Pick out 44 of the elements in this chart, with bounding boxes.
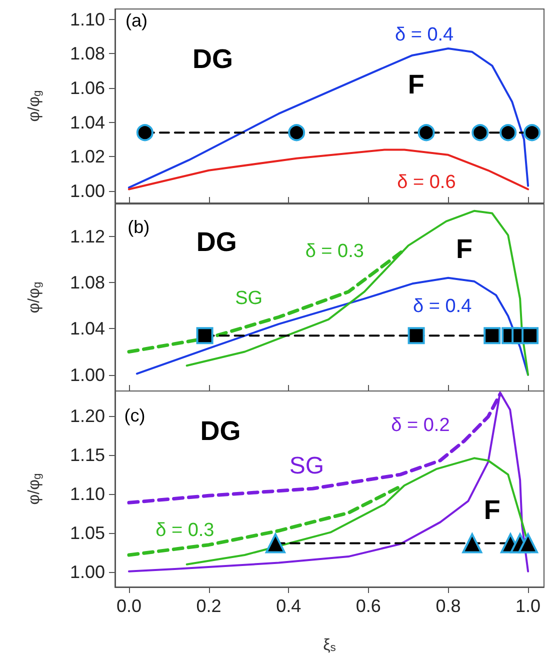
annotation: (a) [125, 10, 148, 31]
annotation: F [456, 234, 472, 264]
y-tick-label: 1.04 [70, 112, 105, 132]
annotation: DG [200, 416, 241, 446]
annotation: δ = 0.3 [156, 520, 214, 542]
y-tick-label: 1.08 [70, 44, 105, 64]
annotation: δ = 0.3 [305, 240, 364, 262]
line-series [136, 276, 530, 376]
x-tick-label: 1.0 [516, 596, 541, 616]
annotation: DG [192, 44, 234, 74]
annotation: δ = 0.2 [391, 414, 450, 436]
y-tick-label: 1.20 [70, 406, 105, 426]
line-series [128, 148, 530, 190]
annotation: (c) [124, 405, 146, 426]
annotation: F [408, 69, 424, 100]
annotation: SG [235, 288, 263, 310]
y-tick-label: 1.05 [70, 523, 105, 544]
annotation: (b) [128, 217, 150, 237]
y-axis-title: φ/φg [26, 90, 44, 122]
annotation: F [484, 494, 500, 525]
y-tick-label: 1.15 [70, 445, 105, 466]
y-axis-title: φ/φg [26, 282, 44, 314]
y-tick-label: 1.10 [70, 9, 105, 30]
y-tick-label: 1.06 [70, 78, 105, 98]
y-tick-label: 1.10 [70, 484, 105, 504]
annotation: δ = 0.4 [413, 296, 472, 318]
y-tick-label: 1.04 [70, 318, 105, 339]
annotation: δ = 0.4 [394, 24, 454, 46]
x-axis-title: ξs [323, 636, 336, 654]
annotation: DG [196, 227, 237, 258]
x-tick-label: 0.4 [276, 596, 302, 616]
y-axis-title: φ/φg [26, 473, 44, 505]
y-tick-label: 1.08 [70, 272, 105, 292]
y-tick-label: 1.00 [70, 562, 105, 582]
y-tick-label: 1.12 [70, 226, 105, 246]
y-tick-label: 1.00 [70, 180, 105, 201]
y-tick-label: 1.00 [70, 364, 105, 385]
annotation: δ = 0.6 [397, 172, 456, 193]
x-tick-label: 0.2 [196, 596, 222, 616]
x-tick-label: 0.8 [436, 596, 461, 616]
annotation: SG [289, 452, 324, 480]
y-tick-label: 1.02 [70, 146, 105, 167]
x-tick-label: 0.6 [356, 596, 381, 616]
x-tick-label: 0.0 [116, 596, 142, 616]
